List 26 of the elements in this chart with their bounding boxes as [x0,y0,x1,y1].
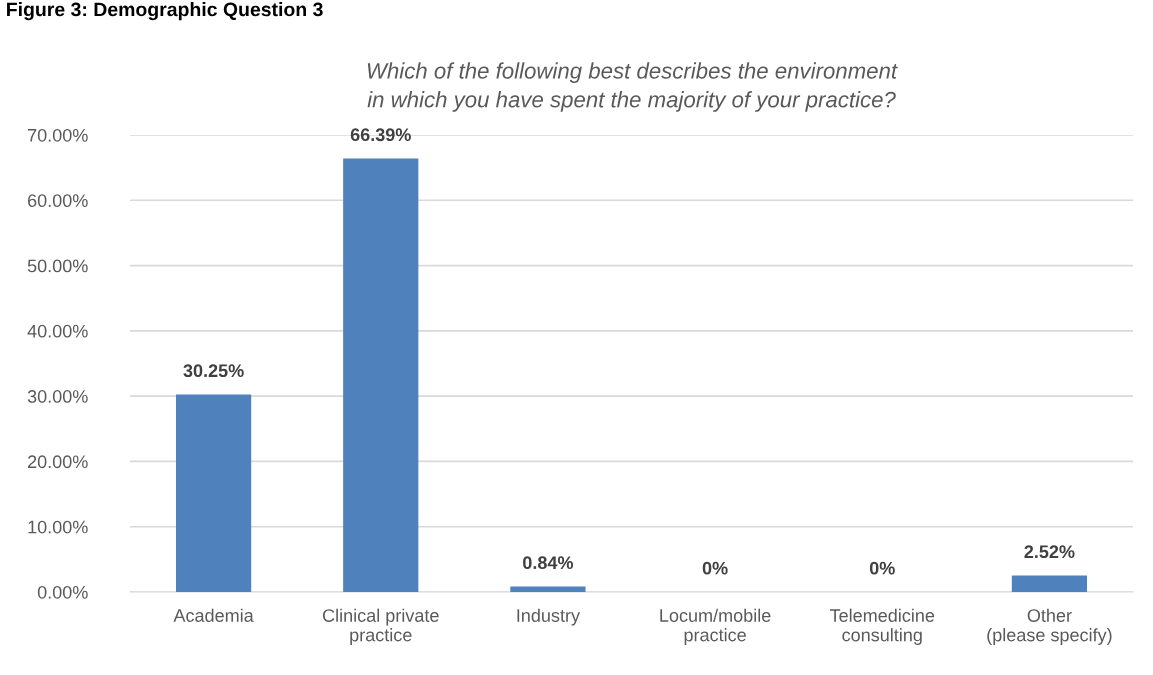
x-tick-label: Clinical private practice [322,608,439,645]
data-label: 30.25% [183,364,244,378]
y-tick-label: 0.00% [37,585,88,599]
x-tick-label: Industry [517,608,580,626]
x-tick-label: Other (please specify) [987,608,1112,645]
bar [343,158,419,592]
y-tick-label: 70.00% [28,128,88,142]
y-tick-label: 50.00% [27,259,88,273]
bar [175,394,252,592]
x-tick-label: Telemedicine consulting [829,608,935,645]
data-label: 0% [869,561,895,575]
data-label: 66.39% [350,128,411,142]
x-tick-label: Locum/mobile practice [660,608,771,645]
y-tick-label: 10.00% [28,520,88,534]
chart-title: Which of the following best describes the environment in which you have spent the majority of your practice? [367,62,898,112]
bar [1011,575,1088,592]
bar [510,586,586,592]
y-tick-label: 60.00% [28,194,88,208]
data-label: 2.52% [1024,545,1075,559]
data-label: 0% [702,561,728,575]
y-tick-label: 20.00% [28,455,88,469]
caption: Figure 3: Demographic Question 3 [7,2,323,21]
data-label: 0.84% [523,556,574,570]
x-tick-label: Academia [173,608,254,622]
y-tick-label: 30.00% [27,390,88,403]
y-tick-label: 40.00% [27,324,88,338]
